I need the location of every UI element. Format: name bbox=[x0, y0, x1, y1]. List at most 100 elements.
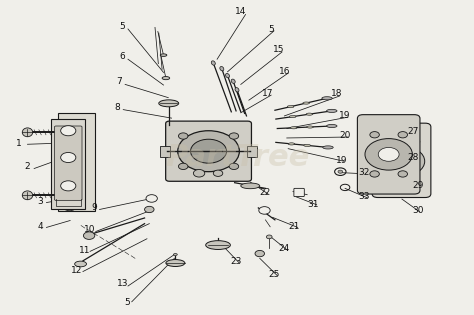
Ellipse shape bbox=[304, 144, 310, 146]
Circle shape bbox=[178, 133, 188, 139]
Ellipse shape bbox=[307, 126, 313, 128]
Ellipse shape bbox=[206, 241, 230, 249]
Text: 24: 24 bbox=[279, 244, 290, 253]
Text: 20: 20 bbox=[339, 131, 351, 140]
Circle shape bbox=[392, 154, 412, 168]
Ellipse shape bbox=[327, 109, 337, 112]
Ellipse shape bbox=[327, 124, 337, 128]
Ellipse shape bbox=[22, 191, 33, 200]
Circle shape bbox=[365, 139, 412, 170]
Circle shape bbox=[191, 139, 227, 163]
Circle shape bbox=[412, 139, 420, 144]
Bar bbox=[246, 146, 257, 157]
Circle shape bbox=[370, 132, 379, 138]
Ellipse shape bbox=[289, 116, 296, 118]
Text: 7: 7 bbox=[117, 77, 122, 86]
Text: 10: 10 bbox=[84, 226, 96, 234]
Circle shape bbox=[61, 152, 76, 163]
Ellipse shape bbox=[323, 146, 333, 149]
Ellipse shape bbox=[220, 66, 224, 71]
Ellipse shape bbox=[322, 97, 332, 100]
Circle shape bbox=[338, 170, 343, 173]
Text: 2: 2 bbox=[25, 163, 30, 171]
Bar bbox=[58, 113, 95, 211]
Ellipse shape bbox=[303, 102, 310, 104]
Circle shape bbox=[384, 178, 392, 183]
Text: 8: 8 bbox=[115, 103, 120, 112]
Circle shape bbox=[255, 250, 264, 257]
Text: 19: 19 bbox=[339, 112, 351, 120]
Text: PartTree: PartTree bbox=[165, 143, 309, 172]
Text: 33: 33 bbox=[358, 192, 370, 201]
Ellipse shape bbox=[231, 79, 235, 83]
Text: 12: 12 bbox=[71, 266, 82, 275]
Circle shape bbox=[63, 153, 76, 162]
Text: 5: 5 bbox=[124, 298, 130, 307]
FancyBboxPatch shape bbox=[165, 121, 251, 181]
Text: 18: 18 bbox=[331, 89, 342, 98]
Ellipse shape bbox=[166, 260, 185, 266]
Text: 9: 9 bbox=[91, 203, 97, 212]
FancyBboxPatch shape bbox=[357, 115, 420, 194]
Circle shape bbox=[379, 146, 425, 176]
Text: 1: 1 bbox=[16, 139, 22, 148]
Circle shape bbox=[193, 169, 205, 177]
Text: 31: 31 bbox=[307, 200, 319, 209]
Circle shape bbox=[229, 163, 239, 169]
Circle shape bbox=[213, 170, 223, 176]
Circle shape bbox=[178, 163, 188, 169]
Text: 30: 30 bbox=[412, 206, 424, 215]
Text: 19: 19 bbox=[336, 156, 347, 164]
Circle shape bbox=[63, 202, 76, 211]
Circle shape bbox=[63, 128, 76, 137]
FancyBboxPatch shape bbox=[372, 123, 431, 198]
Ellipse shape bbox=[288, 143, 295, 145]
Text: 5: 5 bbox=[119, 22, 125, 31]
FancyBboxPatch shape bbox=[294, 188, 304, 197]
Text: 29: 29 bbox=[412, 181, 424, 190]
Ellipse shape bbox=[235, 88, 239, 92]
Circle shape bbox=[63, 180, 76, 189]
Circle shape bbox=[398, 132, 408, 138]
Circle shape bbox=[229, 133, 239, 139]
Bar bbox=[160, 146, 170, 157]
Text: 22: 22 bbox=[259, 188, 270, 197]
Circle shape bbox=[146, 195, 157, 202]
Text: 4: 4 bbox=[37, 222, 43, 231]
Text: 11: 11 bbox=[79, 246, 90, 255]
Ellipse shape bbox=[306, 113, 313, 115]
Ellipse shape bbox=[211, 61, 215, 65]
Circle shape bbox=[61, 126, 76, 136]
Circle shape bbox=[384, 139, 392, 144]
Ellipse shape bbox=[241, 183, 260, 189]
Text: 15: 15 bbox=[273, 45, 284, 54]
Ellipse shape bbox=[75, 261, 86, 267]
Ellipse shape bbox=[287, 106, 294, 108]
Text: 13: 13 bbox=[117, 279, 128, 288]
Text: 3: 3 bbox=[37, 197, 43, 206]
FancyBboxPatch shape bbox=[55, 126, 82, 200]
Ellipse shape bbox=[226, 73, 229, 78]
Text: 14: 14 bbox=[235, 8, 246, 16]
Circle shape bbox=[378, 147, 399, 161]
Circle shape bbox=[83, 232, 95, 239]
Bar bbox=[51, 119, 85, 209]
Text: 32: 32 bbox=[358, 168, 370, 177]
Circle shape bbox=[412, 178, 420, 183]
Text: 28: 28 bbox=[408, 153, 419, 162]
Text: 27: 27 bbox=[408, 127, 419, 136]
Text: 5: 5 bbox=[268, 26, 274, 34]
Circle shape bbox=[370, 171, 379, 177]
Text: 23: 23 bbox=[230, 257, 242, 266]
Text: 21: 21 bbox=[288, 222, 300, 231]
Circle shape bbox=[178, 131, 239, 172]
Circle shape bbox=[398, 171, 408, 177]
Ellipse shape bbox=[22, 128, 33, 137]
Ellipse shape bbox=[162, 77, 170, 80]
Text: 25: 25 bbox=[268, 270, 280, 278]
Ellipse shape bbox=[173, 254, 177, 255]
Text: 17: 17 bbox=[262, 89, 273, 98]
Circle shape bbox=[145, 206, 154, 213]
Ellipse shape bbox=[160, 54, 167, 56]
Circle shape bbox=[61, 181, 76, 191]
